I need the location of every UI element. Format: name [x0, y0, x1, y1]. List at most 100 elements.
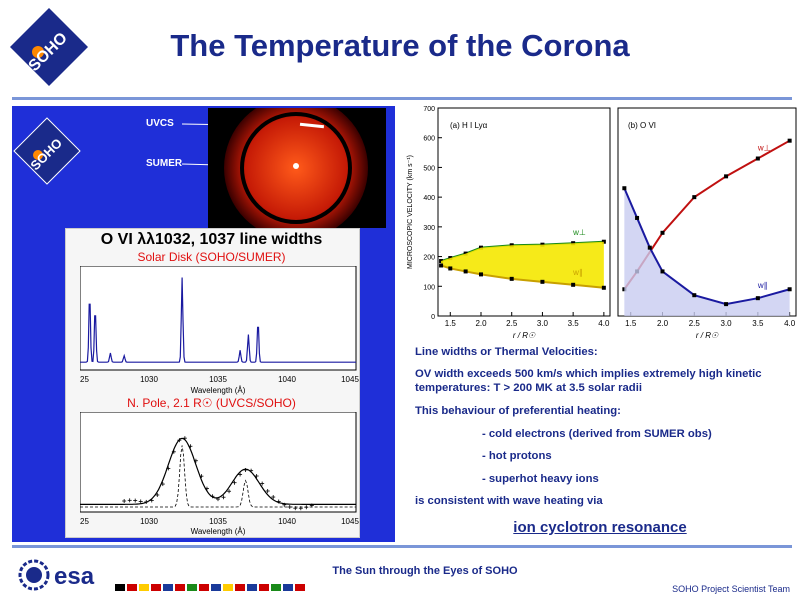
flag: [211, 584, 221, 591]
flag: [223, 584, 233, 591]
data-point: [601, 239, 606, 244]
flag: [187, 584, 197, 591]
data-point: [692, 195, 697, 200]
bullet-2: - hot protons: [482, 450, 552, 462]
bullet-1: - cold electrons (derived from SUMER obs…: [482, 428, 712, 440]
bottom-tick-3: 1040: [278, 517, 296, 526]
y-tick-label: 500: [423, 165, 435, 172]
data-point: [448, 266, 453, 271]
x-tick-label: 2.5: [506, 319, 518, 328]
flag: [163, 584, 173, 591]
x-tick-label: 2.0: [657, 319, 669, 328]
text-heading: Line widths or Thermal Velocities:: [415, 346, 598, 358]
data-point: [635, 215, 640, 220]
flag: [247, 584, 257, 591]
top-tick-3: 1040: [278, 375, 296, 384]
data-point: [439, 263, 444, 268]
soho-logo: SOHO: [10, 8, 88, 86]
data-point: [509, 276, 514, 281]
data-point: [724, 302, 729, 307]
text-para2: This behaviour of preferential heating:: [415, 405, 621, 417]
series-label: w∥: [572, 268, 583, 277]
uvcs-spectrum-plot: 1025 1030 1035 1040 1045 Wavelength (Å): [80, 412, 359, 536]
flag: [295, 584, 305, 591]
soho-small-logo: SOHO: [13, 117, 81, 185]
card-title: O VI λλ1032, 1037 line widths: [100, 231, 323, 248]
member-flags: [115, 584, 305, 591]
uvcs-instrument-profile: [80, 445, 356, 508]
flag: [175, 584, 185, 591]
velocity-charts: (a) H I Lyα (b) O VI MICROSCOPIC VELOCIT…: [407, 106, 797, 340]
flag: [283, 584, 293, 591]
y-tick-label: 100: [423, 284, 435, 291]
w-parallel-band: [441, 241, 604, 288]
y-tick-label: 300: [423, 225, 435, 232]
data-point: [601, 285, 606, 290]
top-tick-0: 1025: [80, 375, 89, 384]
w-parallel-band: [624, 188, 790, 316]
data-point: [463, 269, 468, 274]
footer-title: The Sun through the Eyes of SOHO: [332, 565, 518, 577]
x-tick-label: 1.5: [625, 319, 637, 328]
corona-image: [208, 108, 386, 228]
bottom-tick-2: 1035: [209, 517, 227, 526]
data-point: [660, 269, 665, 274]
esa-logo: esa: [18, 559, 95, 591]
y-tick-label: 0: [431, 314, 435, 321]
sumer-label: SUMER: [146, 158, 183, 169]
x-tick-label: 2.0: [475, 319, 487, 328]
data-point: [571, 241, 576, 246]
chart-a-xlabel: r / R☉: [513, 331, 536, 340]
series-line: [440, 264, 604, 289]
data-point: [448, 256, 453, 261]
data-point: [622, 186, 627, 191]
flag: [115, 584, 125, 591]
footer-credit: SOHO Project Scientist Team: [672, 584, 790, 594]
bottom-tick-0: 1025: [80, 517, 89, 526]
series-line: [440, 240, 604, 262]
chart-b-xlabel: r / R☉: [696, 331, 719, 340]
y-tick-label: 600: [423, 136, 435, 143]
sumer-spectrum-plot: 1025 1030 1035 1040 1045 Wavelength (Å): [80, 266, 359, 395]
data-point: [647, 245, 652, 250]
y-tick-label: 200: [423, 255, 435, 262]
data-point: [540, 279, 545, 284]
data-point: [692, 293, 697, 298]
x-tick-label: 3.0: [537, 319, 549, 328]
uvcs-label: UVCS: [146, 118, 174, 129]
chart-b-title: (b) O VI: [628, 121, 656, 130]
chart-a-ylabel: MICROSCOPIC VELOCITY (km s⁻¹): [407, 155, 414, 269]
text-para1: OV width exceeds 500 km/s which implies …: [415, 368, 762, 394]
top-tick-1: 1030: [140, 375, 158, 384]
data-point: [787, 287, 792, 292]
bottom-plot-xlabel: Wavelength (Å): [191, 527, 246, 536]
page-title: The Temperature of the Corona: [170, 28, 630, 63]
top-plot-caption: Solar Disk (SOHO/SUMER): [137, 250, 286, 264]
flag: [259, 584, 269, 591]
text-para3: is consistent with wave heating via: [415, 495, 603, 507]
flag: [199, 584, 209, 591]
flag: [151, 584, 161, 591]
x-tick-label: 3.0: [721, 319, 733, 328]
top-divider: [12, 97, 792, 100]
flag: [139, 584, 149, 591]
data-point: [660, 230, 665, 235]
bullet-3: - superhot heavy ions: [482, 473, 599, 485]
top-tick-2: 1035: [209, 375, 227, 384]
flag: [271, 584, 281, 591]
y-tick-label: 700: [423, 106, 435, 113]
ion-cyclotron-link[interactable]: ion cyclotron resonance: [513, 519, 687, 536]
flag: [127, 584, 137, 591]
chart-a-title: (a) H I Lyα: [450, 121, 488, 130]
x-tick-label: 1.5: [445, 319, 457, 328]
bottom-tick-4: 1045: [341, 517, 359, 526]
esa-text: esa: [54, 563, 95, 590]
data-point: [724, 174, 729, 179]
data-point: [479, 272, 483, 277]
flag: [235, 584, 245, 591]
bottom-plot-caption: N. Pole, 2.1 R☉ (UVCS/SOHO): [127, 396, 296, 410]
y-tick-label: 400: [423, 195, 435, 202]
data-point: [463, 251, 468, 256]
x-tick-label: 2.5: [689, 319, 701, 328]
bottom-divider: [12, 545, 792, 548]
